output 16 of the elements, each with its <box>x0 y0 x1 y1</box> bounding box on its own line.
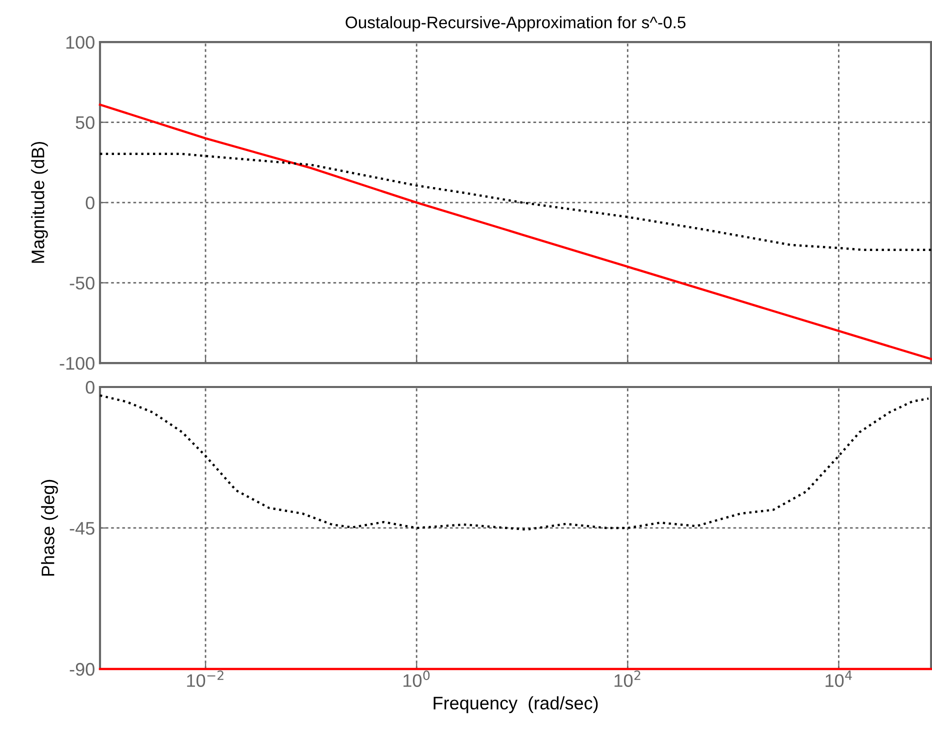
y-tick-label: -50 <box>70 276 94 290</box>
chart-title: Oustaloup-Recursive-Approximation for s^-0.5 <box>346 16 686 32</box>
y-tick-label: -100 <box>60 356 94 370</box>
x-axis-title: Frequency (rad/sec) <box>434 696 598 714</box>
y-axis-title: Magnitude (dB) <box>31 142 48 263</box>
x-tick-label: 10$^{0}$ <box>404 670 430 687</box>
y-tick-label: -45 <box>70 522 94 535</box>
y-tick-label: 0 <box>86 380 94 394</box>
x-tick-label: 10$^{2}$ <box>614 670 640 687</box>
y-tick-label: 0 <box>86 196 94 210</box>
y-tick-label: -90 <box>70 662 94 676</box>
y-tick-label: 50 <box>76 116 94 130</box>
x-tick-label: 10$^{−2}$ <box>187 670 224 687</box>
x-tick-label: 10$^{4}$ <box>826 670 852 687</box>
y-tick-label: 100 <box>66 36 94 49</box>
y-axis-title: Phase (deg) <box>41 480 58 576</box>
